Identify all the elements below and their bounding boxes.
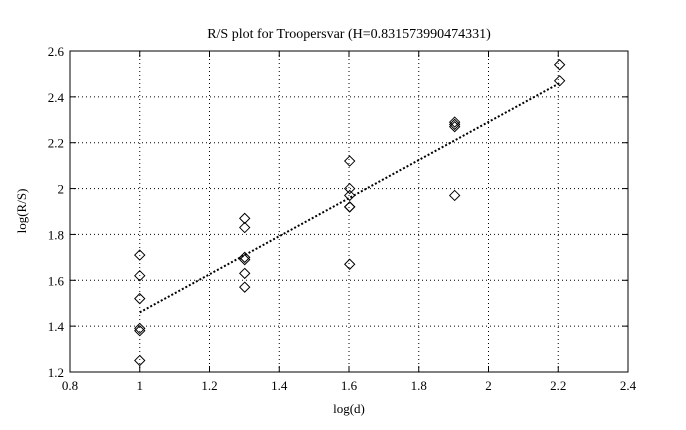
x-tick-label: 1.2: [201, 378, 217, 393]
y-tick-label: 1.4: [48, 319, 65, 334]
x-tick-label: 1: [137, 378, 144, 393]
x-axis-ticks: 0.8 1 1.2 1.4 1.6 1.8 2 2.2 2.4: [62, 51, 637, 393]
data-point: [239, 267, 251, 280]
data-point: [448, 116, 461, 128]
data-point: [343, 182, 356, 195]
x-tick-label: 2: [485, 378, 492, 393]
data-point: [343, 189, 356, 202]
chart-title: R/S plot for Troopersvar (H=0.8315739904…: [207, 27, 491, 42]
plot-frame: [69, 50, 629, 373]
y-tick-label: 1.2: [48, 365, 64, 380]
data-point: [239, 221, 251, 234]
x-tick-label: 1.8: [411, 378, 427, 393]
data-point: [239, 253, 251, 266]
y-tick-label: 2.2: [48, 136, 64, 151]
x-axis-label: log(d): [333, 401, 365, 416]
y-tick-label: 2.4: [48, 90, 65, 105]
data-point: [134, 249, 146, 261]
x-tick-label: 2.4: [620, 378, 637, 393]
y-tick-label: 1.6: [48, 273, 65, 288]
data-point: [343, 258, 356, 270]
data-point: [448, 120, 461, 133]
x-tick-label: 2.2: [550, 378, 566, 393]
x-tick-label: 0.8: [62, 378, 78, 393]
data-point: [448, 118, 461, 131]
data-point: [134, 292, 146, 305]
data-point: [553, 75, 566, 87]
x-tick-label: 1.4: [271, 378, 288, 393]
y-tick-label: 1.8: [48, 227, 64, 242]
data-point: [134, 322, 146, 335]
data-points: [134, 59, 566, 367]
data-point: [239, 212, 251, 225]
data-point: [343, 201, 356, 213]
data-point: [239, 281, 251, 293]
data-point: [448, 189, 461, 202]
data-point: [239, 251, 251, 264]
x-tick-label: 1.6: [341, 378, 358, 393]
y-tick-label: 2: [58, 182, 65, 197]
y-axis-label: log(R/S): [14, 189, 29, 234]
y-tick-label: 2.6: [48, 44, 65, 59]
data-point: [343, 155, 356, 167]
data-point: [134, 269, 146, 282]
y-axis-ticks: 1.2 1.4 1.6 1.8 2 2.2 2.4 2.6: [48, 44, 628, 380]
data-point: [553, 59, 566, 71]
data-point: [134, 325, 146, 337]
data-point: [134, 354, 146, 367]
